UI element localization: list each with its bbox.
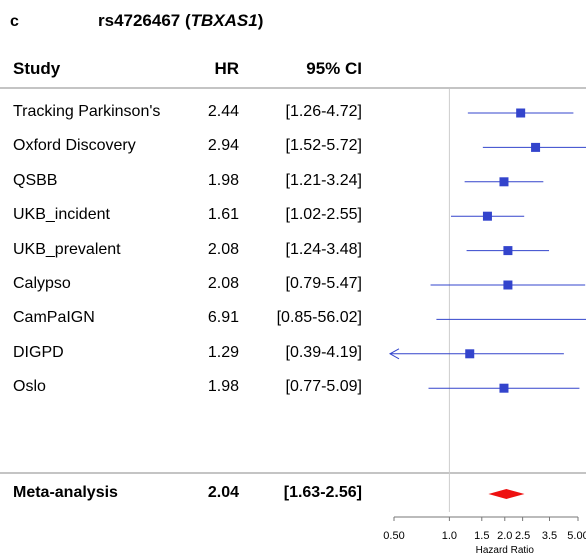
x-tick-label: 0.50 [383,530,404,542]
ci-value: [1.24-3.48] [285,240,363,258]
ci-value: [1.26-4.72] [285,103,363,120]
chart-title: rs4726467 (TBXAS1) [98,11,264,30]
hr-point [499,177,509,187]
study-name: Oxford Discovery [13,137,136,155]
study-name: QSBB [13,171,58,189]
meta-diamond [488,489,525,499]
hr-value: 2.44 [207,103,239,120]
hr-point [503,280,513,290]
hr-value: 2.08 [207,275,239,292]
x-tick-label: 2.0 [497,530,512,542]
meta-ci-value: [1.63-2.56] [283,484,362,501]
hr-point [482,211,492,221]
hr-value: 2.94 [207,137,239,155]
x-tick-label: 5.00 [567,530,586,542]
x-axis-label: Hazard Ratio [476,545,535,556]
ci-value: [1.02-2.55] [285,206,363,224]
study-name: DIGPD [13,343,64,361]
truncation-arrow [388,348,400,360]
column-header-ci: 95% CI [306,59,362,78]
meta-hr-value: 2.04 [207,484,239,501]
study-name: Oslo [13,378,46,396]
x-tick-label: 2.5 [515,530,530,542]
hr-value: 6.91 [207,309,239,327]
x-tick-label: 1.5 [474,530,489,542]
snp-id: rs4726467 [98,11,181,30]
study-name: UKB_prevalent [13,240,121,258]
hr-point [516,108,526,118]
hr-value: 2.08 [207,240,239,258]
hr-point [499,383,509,393]
hr-point [465,349,475,359]
hr-point [503,246,513,256]
column-header-hr: HR [214,59,239,78]
ci-value: [1.21-3.24] [285,171,363,189]
hr-value: 1.98 [207,378,239,396]
gene-name: TBXAS1 [190,11,258,30]
meta-name: Meta-analysis [13,484,118,501]
ci-value: [0.79-5.47] [285,275,363,292]
column-header-study: Study [13,59,61,78]
x-tick-label: 3.5 [542,530,557,542]
study-name: Calypso [13,275,71,292]
study-name: UKB_incident [13,206,110,224]
study-name: Tracking Parkinson's [13,103,161,120]
x-tick-label: 1.0 [442,530,457,542]
ci-value: [0.85-56.02] [276,309,362,327]
hr-point [531,142,541,152]
ci-value: [1.52-5.72] [285,137,363,155]
study-name: CamPaIGN [13,309,95,327]
hr-value: 1.61 [207,206,239,224]
hr-value: 1.29 [207,343,239,361]
hr-value: 1.98 [207,171,239,189]
ci-value: [0.77-5.09] [285,378,363,396]
panel-letter: c [10,13,19,30]
ci-value: [0.39-4.19] [285,343,363,361]
